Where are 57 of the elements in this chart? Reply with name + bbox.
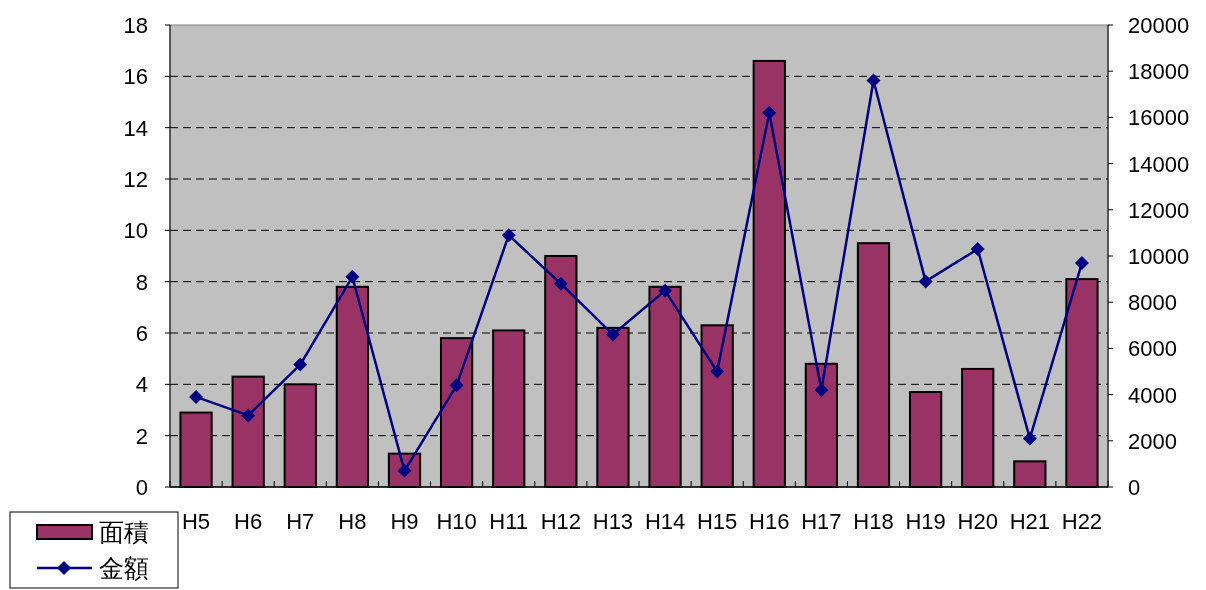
point [449, 378, 464, 393]
point [553, 276, 568, 291]
point [710, 364, 725, 379]
y-tick-label: 6 [135, 321, 148, 346]
x-tick-label: H8 [338, 509, 367, 534]
point [241, 408, 256, 423]
x-tick-label: H20 [957, 509, 998, 534]
x-tick-label: H17 [801, 509, 842, 534]
point [189, 389, 204, 404]
y2-tick-label: 10000 [1128, 244, 1190, 269]
y2-tick-label: 12000 [1128, 197, 1190, 223]
y-tick-label: 0 [135, 475, 148, 500]
x-tick-label: H15 [696, 509, 738, 534]
y-tick-label: 2 [135, 423, 148, 449]
x-tick-label: H11 [489, 509, 529, 534]
y2-tick-label: 8000 [1128, 290, 1177, 316]
y-tick-label: 12 [123, 167, 148, 192]
x-tick-label: H7 [286, 509, 315, 534]
y2-tick-label: 0 [1128, 475, 1141, 500]
point [918, 274, 933, 289]
y-tick-label: 4 [135, 372, 148, 398]
x-tick-label: H16 [749, 509, 790, 534]
point [1022, 431, 1037, 446]
y2-tick-label: 16000 [1128, 105, 1190, 131]
x-tick-label: H19 [905, 509, 946, 534]
y2-tick-label: 20000 [1128, 13, 1190, 38]
point [605, 327, 620, 342]
y-tick-label: 10 [123, 218, 148, 244]
legend-label: 金額 [99, 554, 149, 582]
x-tick-label: H12 [540, 509, 582, 534]
y-tick-label: 18 [123, 13, 148, 38]
point [293, 357, 308, 372]
y-tick-label: 16 [123, 64, 148, 90]
legend-label: 面積 [99, 518, 149, 546]
x-tick-label: H9 [390, 509, 419, 534]
x-tick-label: H5 [181, 509, 211, 534]
y2-tick-label: 6000 [1128, 336, 1177, 362]
x-tick-label: H14 [644, 509, 686, 534]
y-tick-label: 8 [135, 269, 148, 295]
point [1074, 255, 1089, 270]
x-tick-label: H21 [1009, 509, 1051, 534]
x-tick-label: H22 [1061, 509, 1103, 534]
y-tick-label: 14 [123, 115, 148, 141]
point [762, 105, 777, 120]
x-tick-label: H10 [436, 509, 477, 534]
point [501, 228, 516, 243]
point [970, 242, 985, 257]
point [658, 283, 673, 298]
point [866, 73, 881, 88]
x-tick-label: H18 [853, 509, 894, 534]
y2-tick-label: 2000 [1128, 428, 1177, 454]
point [345, 269, 360, 284]
y2-tick-label: 18000 [1128, 59, 1190, 85]
x-tick-label: H6 [234, 509, 263, 534]
x-tick-label: H13 [592, 509, 634, 534]
y2-tick-label: 4000 [1128, 382, 1177, 408]
y2-tick-label: 14000 [1128, 151, 1190, 177]
